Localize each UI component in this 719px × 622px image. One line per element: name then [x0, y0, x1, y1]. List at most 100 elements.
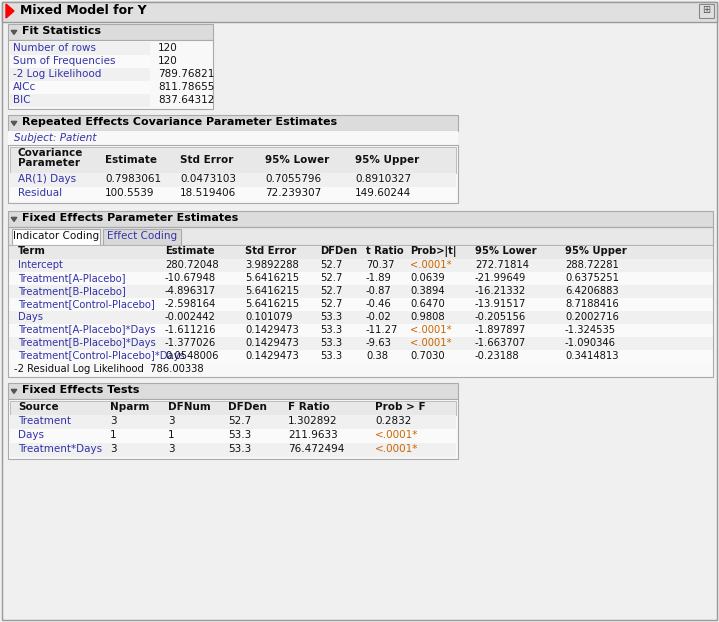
Bar: [10, 55, 150, 68]
Text: Fixed Effects Tests: Fixed Effects Tests: [22, 385, 139, 395]
Text: 0.6470: 0.6470: [410, 299, 445, 309]
Text: Sum of Frequencies: Sum of Frequencies: [13, 56, 116, 66]
Bar: [10, 173, 456, 187]
Text: -9.63: -9.63: [366, 338, 392, 348]
Text: -1.611216: -1.611216: [165, 325, 216, 335]
Text: AICc: AICc: [13, 82, 36, 92]
Bar: [10, 443, 456, 457]
Text: 1: 1: [110, 430, 116, 440]
Text: 53.3: 53.3: [320, 338, 342, 348]
Text: Covariance: Covariance: [18, 148, 83, 158]
Text: Indicator Coding: Indicator Coding: [13, 231, 99, 241]
Text: Treatment[B-Placebo]: Treatment[B-Placebo]: [18, 286, 126, 296]
Text: 0.1429473: 0.1429473: [245, 351, 299, 361]
Text: Treatment*Days: Treatment*Days: [18, 444, 102, 454]
Text: Std Error: Std Error: [245, 246, 296, 256]
Text: BIC: BIC: [13, 95, 30, 105]
Text: -1.090346: -1.090346: [565, 338, 616, 348]
Text: 3: 3: [110, 444, 116, 454]
Text: -0.02: -0.02: [366, 312, 392, 322]
Text: 53.3: 53.3: [320, 312, 342, 322]
Text: -0.205156: -0.205156: [475, 312, 526, 322]
Text: 52.7: 52.7: [320, 273, 342, 283]
Text: Days: Days: [18, 430, 44, 440]
Text: DFDen: DFDen: [320, 246, 357, 256]
Text: 837.64312: 837.64312: [158, 95, 214, 105]
Text: Estimate: Estimate: [105, 155, 157, 165]
Text: 0.0548006: 0.0548006: [165, 351, 219, 361]
Bar: [8, 337, 713, 350]
Text: 18.519406: 18.519406: [180, 188, 237, 198]
Text: 8.7188416: 8.7188416: [565, 299, 619, 309]
Bar: [10, 415, 456, 429]
Text: 1: 1: [168, 430, 175, 440]
Polygon shape: [12, 389, 17, 393]
Text: 5.6416215: 5.6416215: [245, 273, 299, 283]
Bar: [699, 4, 714, 18]
Text: 53.3: 53.3: [320, 351, 342, 361]
Text: Treatment: Treatment: [18, 416, 71, 426]
Text: 811.78655: 811.78655: [158, 82, 214, 92]
Bar: [8, 272, 713, 285]
Text: 272.71814: 272.71814: [475, 260, 529, 270]
Text: 0.2832: 0.2832: [375, 416, 411, 426]
Text: 3: 3: [168, 416, 175, 426]
Text: -10.67948: -10.67948: [165, 273, 216, 283]
Text: Prob > F: Prob > F: [375, 402, 426, 412]
Text: Days: Days: [18, 312, 43, 322]
Text: 0.7030: 0.7030: [410, 351, 444, 361]
Text: Intercept: Intercept: [18, 260, 63, 270]
Bar: [8, 363, 713, 377]
Text: -4.896317: -4.896317: [165, 286, 216, 296]
Text: <.0001*: <.0001*: [410, 325, 452, 335]
Text: Mixed Model for Y: Mixed Model for Y: [20, 4, 147, 17]
Bar: [10, 81, 150, 94]
Bar: [10, 401, 456, 415]
Bar: [2, 2, 717, 22]
Bar: [8, 245, 713, 259]
Text: -1.324535: -1.324535: [565, 325, 616, 335]
Text: -21.99649: -21.99649: [475, 273, 526, 283]
Text: -2 Log Likelihood: -2 Log Likelihood: [13, 69, 101, 79]
Text: 53.3: 53.3: [320, 325, 342, 335]
Text: <.0001*: <.0001*: [375, 430, 418, 440]
Text: Std Error: Std Error: [180, 155, 234, 165]
Bar: [10, 68, 150, 81]
Text: -0.87: -0.87: [366, 286, 392, 296]
Text: 211.9633: 211.9633: [288, 430, 338, 440]
Text: -1.377026: -1.377026: [165, 338, 216, 348]
Text: 0.101079: 0.101079: [245, 312, 293, 322]
Text: 0.1429473: 0.1429473: [245, 325, 299, 335]
Bar: [10, 187, 456, 201]
Text: -0.23188: -0.23188: [475, 351, 520, 361]
Text: 1.302892: 1.302892: [288, 416, 338, 426]
Polygon shape: [12, 121, 17, 126]
Text: Parameter: Parameter: [18, 158, 80, 168]
Text: 0.2002716: 0.2002716: [565, 312, 619, 322]
Text: Repeated Effects Covariance Parameter Estimates: Repeated Effects Covariance Parameter Es…: [22, 117, 337, 127]
Text: Treatment[Control-Placebo]*Days: Treatment[Control-Placebo]*Days: [18, 351, 185, 361]
Bar: [8, 311, 713, 324]
Text: <.0001*: <.0001*: [375, 444, 418, 454]
Text: 95% Lower: 95% Lower: [475, 246, 536, 256]
Bar: [8, 115, 458, 131]
Text: 120: 120: [158, 43, 178, 53]
Text: 0.6375251: 0.6375251: [565, 273, 619, 283]
Text: Source: Source: [18, 402, 59, 412]
Text: 789.76821: 789.76821: [158, 69, 214, 79]
Text: 149.60244: 149.60244: [355, 188, 411, 198]
Bar: [10, 94, 150, 107]
Text: 6.4206883: 6.4206883: [565, 286, 618, 296]
Text: 0.3414813: 0.3414813: [565, 351, 618, 361]
Bar: [8, 383, 458, 399]
Text: Term: Term: [18, 246, 46, 256]
Text: 95% Upper: 95% Upper: [355, 155, 419, 165]
Text: 120: 120: [158, 56, 178, 66]
Text: 0.3894: 0.3894: [410, 286, 444, 296]
Bar: [8, 227, 713, 377]
Text: 0.7983061: 0.7983061: [105, 174, 161, 184]
Text: 0.8910327: 0.8910327: [355, 174, 411, 184]
Text: 3: 3: [110, 416, 116, 426]
Bar: [8, 227, 713, 245]
Text: Estimate: Estimate: [165, 246, 215, 256]
